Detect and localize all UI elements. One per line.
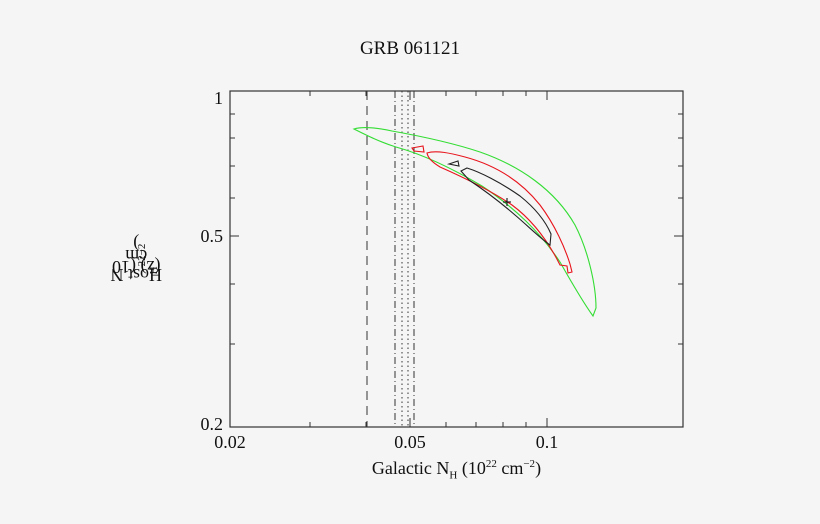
galactic-nh-reference-lines (366, 91, 415, 427)
y-tick-1: 1 (214, 88, 223, 108)
x-axis-label: Galactic NH (1022 cm−2) (371, 458, 542, 482)
x-tick-0.05: 0.05 (394, 432, 426, 452)
contour-90-red (426, 151, 573, 274)
y-tick-0.2: 0.2 (200, 414, 224, 434)
x-tick-0.1: 0.1 (535, 432, 559, 452)
y-ticks (230, 113, 683, 345)
contour-68-black-island (446, 160, 460, 167)
contour-68-black (460, 167, 552, 246)
plot-frame (229, 90, 684, 428)
x-ticks (309, 91, 548, 427)
contour-99-green (352, 126, 597, 318)
x-tick-0.02: 0.02 (214, 432, 246, 452)
contour-90-red-island (411, 145, 425, 153)
chart-title: GRB 061121 (359, 38, 461, 59)
best-fit-cross-icon (503, 198, 511, 206)
y-tick-0.5: 0.5 (200, 226, 224, 246)
